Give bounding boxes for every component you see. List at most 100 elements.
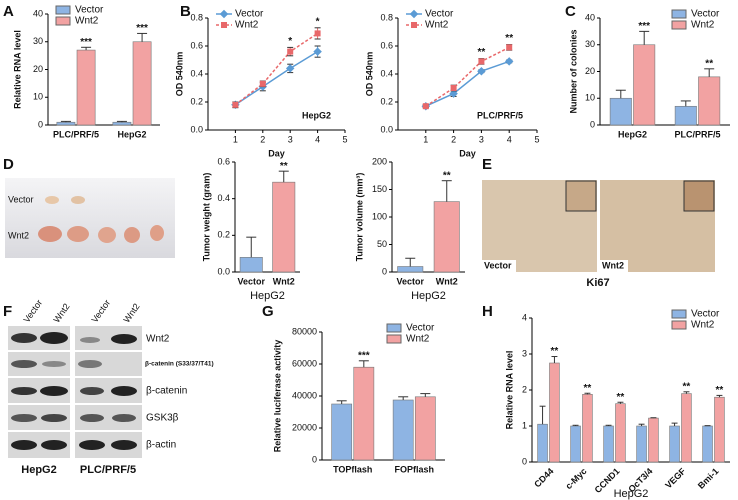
marker: [313, 47, 322, 56]
y-tick-label: 10: [585, 93, 595, 103]
y-axis-label: Relative RNA level: [504, 351, 514, 430]
x-axis-label: HepG2: [411, 290, 446, 302]
y-tick-label: 0.0: [380, 124, 393, 134]
legend-swatch: [55, 16, 71, 26]
legend-label: Wnt2: [691, 320, 715, 331]
x-tick-label: 2: [451, 134, 456, 144]
x-tick-label: PLC/PRF/5: [674, 129, 720, 139]
y-tick-label: 10: [33, 92, 43, 102]
bar: [433, 201, 460, 273]
legend-label: Vector: [406, 323, 435, 334]
significance: **: [584, 383, 592, 394]
bar: [537, 423, 548, 463]
x-tick-label: 1: [233, 134, 238, 144]
panel-label: PLC/PRF/5: [477, 110, 523, 120]
significance: **: [716, 385, 724, 396]
bar: [582, 394, 593, 463]
bar: [239, 257, 263, 273]
line: [425, 46, 510, 107]
band-label: β-catenin (S33/37/T41): [145, 361, 214, 368]
lane-label: Vector: [21, 298, 44, 325]
legend-swatch: [671, 309, 687, 319]
legend-marker: [409, 9, 419, 19]
y-axis-label: Relative luciferase activity: [272, 340, 282, 453]
x-axis-label: Day: [459, 148, 476, 158]
y-tick-label: 0.6: [217, 156, 230, 166]
y-tick-label: 20000: [292, 422, 317, 432]
lane-label: Vector: [89, 298, 112, 325]
bar: [609, 97, 632, 126]
x-tick-label: 4: [507, 134, 512, 144]
bar: [698, 76, 721, 126]
panel-letter: C: [565, 3, 576, 20]
marker: [232, 101, 239, 108]
panel-label: HepG2: [302, 110, 331, 120]
legend-swatch: [671, 320, 687, 330]
bar: [570, 425, 581, 463]
legend-swatch: [386, 334, 402, 344]
bar: [112, 121, 132, 126]
image-caption: Ki67: [586, 277, 609, 289]
bar: [76, 49, 96, 126]
bar: [636, 425, 647, 463]
panel-letter: F: [3, 303, 12, 320]
legend-label: Wnt2: [406, 334, 430, 345]
x-axis-label: HepG2: [614, 488, 649, 500]
bar: [56, 121, 76, 126]
y-tick-label: 0.6: [380, 40, 393, 50]
bar: [702, 425, 713, 463]
bar: [414, 396, 436, 461]
x-tick-label: FOPflash: [394, 464, 434, 474]
y-axis-label: Relative RNA level: [12, 30, 22, 109]
bar: [132, 41, 152, 126]
legend-label: Wnt2: [235, 20, 259, 31]
bar: [272, 181, 296, 273]
y-tick-label: 100: [372, 211, 387, 221]
significance: ***: [80, 37, 92, 48]
marker: [287, 48, 294, 55]
y-axis-label: OD 540nm: [364, 52, 374, 97]
y-tick-label: 4: [522, 312, 527, 322]
x-tick-label: Wnt2: [273, 276, 295, 286]
marker: [450, 85, 457, 91]
bar: [674, 105, 697, 126]
legend-label: Vector: [691, 309, 720, 320]
marker: [504, 57, 514, 66]
x-tick-label: Vector: [237, 276, 265, 286]
bar: [669, 425, 680, 463]
y-tick-label: 40000: [292, 390, 317, 400]
legend-swatch: [386, 323, 402, 333]
significance: **: [705, 58, 713, 69]
tumor-photo: [5, 178, 175, 258]
band-label: β-catenin: [146, 386, 187, 397]
y-tick-label: 0.2: [190, 96, 203, 106]
marker: [285, 64, 295, 73]
legend-marker: [221, 22, 227, 28]
y-tick-label: 3: [522, 348, 527, 358]
x-tick-label: CD44: [532, 466, 555, 489]
x-tick-label: 2: [260, 134, 265, 144]
bar: [353, 366, 375, 461]
bar: [633, 44, 656, 126]
x-tick-label: HepG2: [117, 129, 146, 139]
significance: **: [478, 47, 486, 58]
x-tick-label: 3: [288, 134, 293, 144]
legend-label: Wnt2: [425, 20, 449, 31]
y-tick-label: 0: [38, 119, 43, 129]
y-tick-label: 0: [522, 456, 527, 466]
x-tick-label: 3: [479, 134, 484, 144]
x-tick-label: 5: [342, 134, 347, 144]
y-tick-label: 0.8: [380, 12, 393, 22]
y-tick-label: 200: [372, 156, 387, 166]
bar: [392, 399, 414, 461]
panel-letter: A: [3, 3, 14, 20]
significance: **: [443, 170, 451, 181]
legend-label: Vector: [235, 9, 264, 20]
y-tick-label: 40: [585, 12, 595, 22]
band-label: β-actin: [146, 440, 176, 451]
bar: [603, 425, 614, 463]
legend-label: Wnt2: [75, 16, 99, 27]
legend-swatch: [55, 5, 71, 15]
y-tick-label: 0.2: [380, 96, 393, 106]
